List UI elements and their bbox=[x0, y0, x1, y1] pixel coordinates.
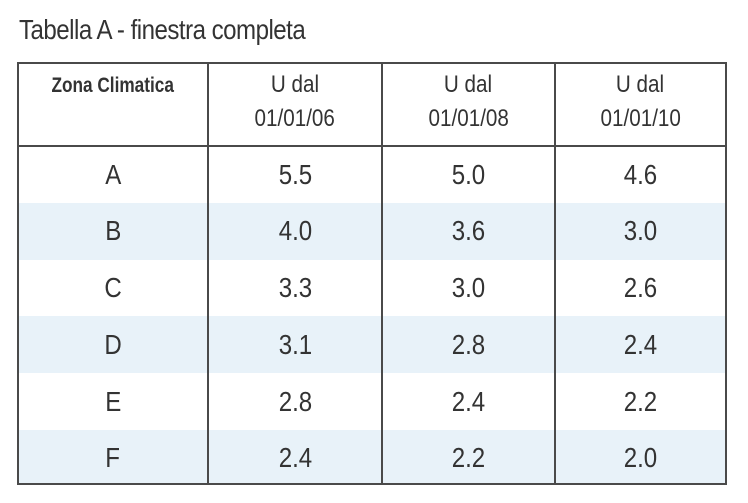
header-zona-climatica: Zona Climatica bbox=[19, 64, 209, 147]
u-2010-cell: 2.0 bbox=[555, 429, 725, 483]
cell-value: 2.0 bbox=[623, 442, 658, 474]
header-label-line1: U dal bbox=[616, 71, 665, 98]
table: Zona Climatica U dal 01/01/06 U dal 01/0… bbox=[19, 64, 725, 483]
header-label-line2: 01/01/08 bbox=[428, 105, 509, 132]
zone-cell: E bbox=[19, 373, 209, 430]
u-2006-cell: 5.5 bbox=[208, 146, 383, 203]
u-2006-cell: 4.0 bbox=[208, 202, 383, 260]
cell-value: C bbox=[104, 271, 122, 303]
u-2006-cell: 2.4 bbox=[208, 429, 383, 483]
table-caption: Tabella A - finestra completa bbox=[19, 14, 306, 45]
header-label: Zona Climatica bbox=[51, 74, 175, 97]
u-2006-cell: 3.3 bbox=[208, 259, 383, 317]
cell-value: 3.0 bbox=[451, 271, 486, 303]
table-row: C 3.3 3.0 2.6 bbox=[19, 259, 725, 317]
u-2010-cell: 3.0 bbox=[555, 202, 725, 260]
zone-cell: B bbox=[19, 202, 209, 260]
cell-value: B bbox=[104, 215, 122, 247]
cell-value: 3.6 bbox=[451, 215, 486, 247]
cell-value: F bbox=[105, 442, 121, 474]
u-2006-cell: 3.1 bbox=[208, 316, 383, 374]
cell-value: 2.8 bbox=[278, 385, 312, 417]
u-2008-cell: 5.0 bbox=[382, 146, 556, 203]
cell-value: 2.2 bbox=[451, 442, 486, 474]
table-row: A 5.5 5.0 4.6 bbox=[19, 146, 725, 203]
u-2010-cell: 2.6 bbox=[555, 260, 725, 317]
table-row: F 2.4 2.2 2.0 bbox=[19, 429, 725, 483]
cell-value: 3.1 bbox=[278, 328, 312, 360]
zone-cell: A bbox=[19, 146, 209, 203]
cell-value: D bbox=[104, 328, 122, 360]
u-2010-cell: 4.6 bbox=[555, 146, 725, 203]
cell-value: 2.4 bbox=[623, 328, 658, 360]
cell-value: A bbox=[104, 158, 122, 190]
zone-cell: D bbox=[19, 316, 209, 374]
cell-value: 4.0 bbox=[278, 215, 312, 247]
cell-value: 4.6 bbox=[623, 158, 658, 190]
u-2010-cell: 2.4 bbox=[555, 316, 725, 374]
table-row: E 2.8 2.4 2.2 bbox=[19, 373, 725, 430]
header-row: Zona Climatica U dal 01/01/06 U dal 01/0… bbox=[19, 64, 725, 147]
zone-cell: F bbox=[19, 429, 209, 483]
cell-value: 3.0 bbox=[623, 215, 658, 247]
cell-value: 2.4 bbox=[278, 442, 312, 474]
cell-value: 2.8 bbox=[451, 328, 486, 360]
table-row: D 3.1 2.8 2.4 bbox=[19, 316, 725, 374]
cell-value: 3.3 bbox=[278, 271, 312, 303]
table-row: B 4.0 3.6 3.0 bbox=[19, 202, 725, 260]
header-label-line1: U dal bbox=[444, 71, 493, 98]
u-2010-cell: 2.2 bbox=[555, 373, 725, 430]
header-label-line1: U dal bbox=[270, 71, 320, 98]
u-2008-cell: 2.8 bbox=[382, 316, 556, 374]
u-2006-cell: 2.8 bbox=[208, 373, 383, 430]
cell-value: 5.0 bbox=[451, 158, 486, 190]
cell-value: 2.6 bbox=[623, 271, 658, 303]
header-label-line2: 01/01/06 bbox=[254, 105, 336, 132]
header-label-line2: 01/01/10 bbox=[600, 105, 681, 132]
header-u-2010: U dal 01/01/10 bbox=[555, 64, 725, 147]
u-value-table: Zona Climatica U dal 01/01/06 U dal 01/0… bbox=[17, 62, 727, 485]
cell-value: 2.4 bbox=[451, 385, 486, 417]
cell-value: 5.5 bbox=[278, 158, 312, 190]
zone-cell: C bbox=[19, 259, 209, 317]
u-2008-cell: 3.6 bbox=[382, 202, 556, 260]
cell-value: 2.2 bbox=[623, 385, 658, 417]
header-u-2006: U dal 01/01/06 bbox=[208, 64, 383, 147]
u-2008-cell: 2.4 bbox=[382, 373, 556, 430]
u-2008-cell: 3.0 bbox=[382, 259, 556, 317]
u-2008-cell: 2.2 bbox=[382, 429, 556, 483]
header-u-2008: U dal 01/01/08 bbox=[382, 64, 556, 147]
cell-value: E bbox=[104, 385, 122, 417]
